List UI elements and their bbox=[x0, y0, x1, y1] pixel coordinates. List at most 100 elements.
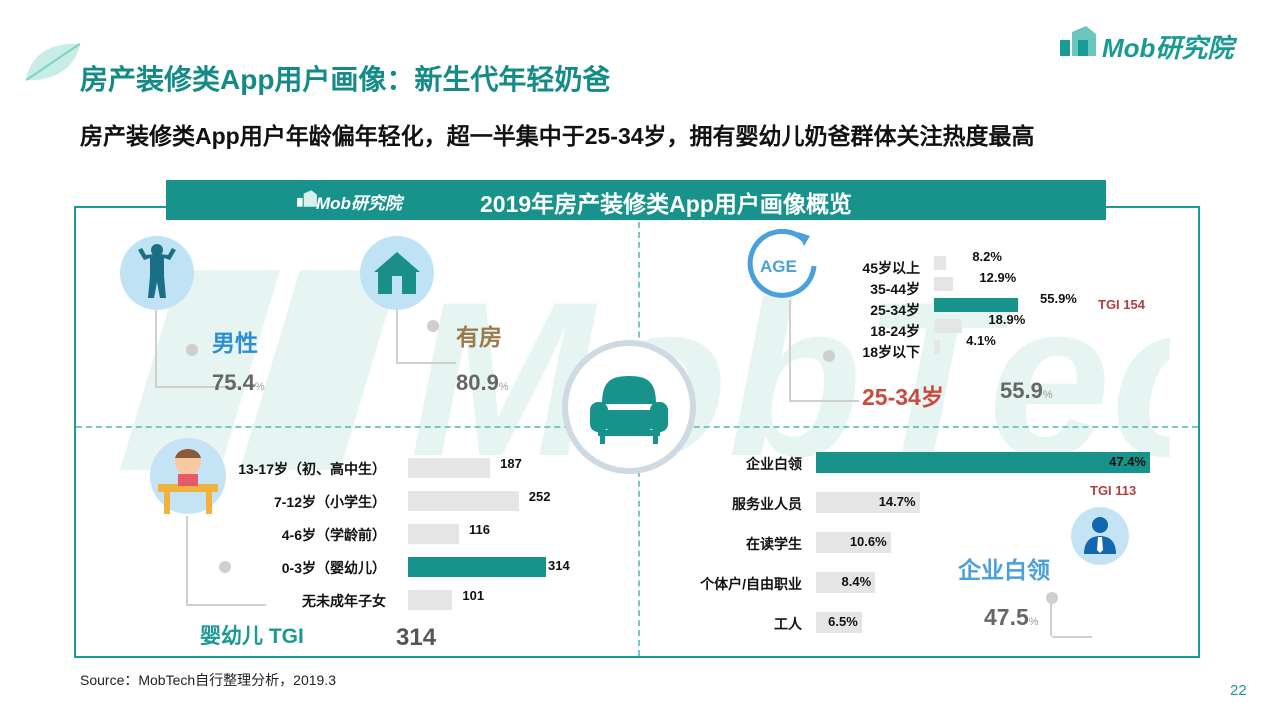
occupation-category-label: 个体户/自由职业 bbox=[700, 576, 802, 592]
age-icon-text: AGE bbox=[760, 257, 797, 276]
age-dot bbox=[823, 350, 835, 362]
age-connector bbox=[789, 300, 791, 400]
age-highlight-unit: % bbox=[1042, 389, 1053, 401]
gender-connector-base bbox=[155, 386, 241, 388]
occupation-bar bbox=[816, 452, 1150, 473]
occupation-bar bbox=[816, 612, 862, 633]
occupation-bar bbox=[816, 572, 876, 593]
office-worker-icon bbox=[1071, 507, 1129, 565]
occupation-category-label: 企业白领 bbox=[746, 456, 802, 472]
age-bar bbox=[934, 256, 947, 270]
occupation-bar bbox=[816, 492, 920, 513]
age-value-label: 4.1% bbox=[966, 333, 996, 348]
occupation-category-label: 服务业人员 bbox=[732, 496, 802, 512]
age-category-label: 35-44岁 bbox=[870, 281, 920, 297]
occupation-bar bbox=[816, 532, 891, 553]
banner-logo-icon bbox=[297, 190, 317, 207]
children-category-label: 无未成年子女 bbox=[302, 593, 386, 609]
children-value: 314 bbox=[396, 624, 437, 651]
children-value-label: 101 bbox=[462, 588, 485, 603]
occupation-value-label: 10.6% bbox=[849, 534, 887, 549]
house-icon-circle bbox=[360, 236, 434, 310]
occupation-value-label: 6.5% bbox=[828, 614, 858, 629]
brand-logo: Mob研究院 bbox=[1058, 22, 1258, 63]
section-banner: Mob研究院 2019年房产装修类App用户画像概览 bbox=[166, 180, 1106, 220]
children-connector-base bbox=[186, 604, 266, 606]
house-connector-base bbox=[396, 362, 456, 364]
age-category-label: 45岁以上 bbox=[862, 260, 920, 276]
age-icon: AGE bbox=[747, 228, 817, 298]
occupation-value: 47.5% bbox=[984, 604, 1039, 631]
bodybuilder-icon bbox=[138, 244, 176, 298]
baby-icon bbox=[150, 438, 226, 514]
gender-dot bbox=[186, 344, 198, 356]
house-value-number: 80.9 bbox=[456, 370, 499, 395]
age-value-label: 8.2% bbox=[972, 249, 1002, 264]
children-bar bbox=[408, 590, 453, 610]
age-highlight-number: 55.9 bbox=[1000, 378, 1043, 403]
occupation-dot bbox=[1046, 592, 1058, 604]
children-bar bbox=[408, 491, 519, 511]
page-title: 房产装修类App用户画像：新生代年轻奶爸 bbox=[80, 64, 611, 95]
children-value-label: 187 bbox=[500, 456, 522, 471]
occupation-connector-base bbox=[1052, 636, 1092, 638]
children-value-label: 314 bbox=[548, 558, 570, 573]
gender-icon-circle bbox=[120, 236, 194, 310]
children-value-label: 252 bbox=[528, 489, 551, 504]
children-value-label: 116 bbox=[468, 522, 490, 537]
gender-value-number: 75.4 bbox=[212, 370, 255, 395]
children-bar bbox=[408, 458, 491, 478]
age-highlight-value: 55.9% bbox=[1000, 378, 1053, 404]
gender-connector bbox=[155, 310, 157, 386]
age-bar bbox=[934, 298, 1018, 312]
sofa-ring bbox=[562, 340, 696, 474]
children-connector bbox=[186, 516, 188, 604]
source-note: Source：MobTech自行整理分析，2019.3 bbox=[80, 672, 336, 688]
children-category-label: 13-17岁（初、高中生） bbox=[238, 461, 386, 477]
page-subtitle: 房产装修类App用户年龄偏年轻化，超一半集中于25-34岁，拥有婴幼儿奶爸群体关… bbox=[80, 123, 1035, 149]
page-number: 22 bbox=[1230, 682, 1247, 699]
occupation-value-unit: % bbox=[1028, 616, 1039, 628]
age-value-label: 55.9% bbox=[1040, 291, 1077, 306]
occupation-label: 企业白领 bbox=[958, 557, 1050, 583]
children-category-label: 4-6岁（学龄前） bbox=[281, 527, 386, 543]
occupation-connector bbox=[1050, 600, 1052, 636]
age-bar bbox=[934, 319, 963, 333]
house-label: 有房 bbox=[456, 324, 502, 350]
occupation-category-label: 工人 bbox=[774, 616, 802, 632]
occupation-category-label: 在读学生 bbox=[746, 536, 802, 552]
occupation-value-label: 47.4% bbox=[1109, 454, 1146, 469]
occupation-value-label: 14.7% bbox=[878, 494, 916, 509]
banner-logo-text: Mob研究院 bbox=[316, 194, 402, 213]
brand-name: Mob研究院 bbox=[1102, 33, 1234, 63]
age-category-label: 25-34岁 bbox=[870, 302, 920, 318]
children-bar bbox=[408, 524, 459, 544]
children-dot bbox=[219, 561, 231, 573]
age-bar bbox=[934, 277, 954, 291]
age-tgi: TGI 154 bbox=[1098, 297, 1145, 312]
children-label: 婴幼儿 TGI bbox=[200, 625, 304, 648]
house-dot bbox=[427, 320, 439, 332]
gender-value: 75.4% bbox=[212, 370, 265, 396]
house-value: 80.9% bbox=[456, 370, 509, 396]
gender-label: 男性 bbox=[212, 330, 258, 356]
occupation-value-label: 8.4% bbox=[841, 574, 872, 589]
children-category-label: 0-3岁（婴幼儿） bbox=[281, 560, 386, 576]
occupation-value-number: 47.5 bbox=[984, 604, 1029, 630]
logo-mark-icon bbox=[1060, 26, 1096, 56]
house-connector bbox=[396, 310, 398, 362]
age-category-label: 18岁以下 bbox=[862, 344, 920, 360]
leaf-decoration-icon bbox=[25, 43, 81, 81]
children-category-label: 7-12岁（小学生） bbox=[273, 494, 386, 510]
age-value-label: 12.9% bbox=[979, 270, 1017, 285]
age-category-label: 18-24岁 bbox=[870, 323, 920, 339]
age-value-label: 18.9% bbox=[988, 312, 1026, 327]
house-value-unit: % bbox=[498, 381, 509, 393]
age-bar bbox=[934, 340, 941, 354]
age-highlight-label: 25-34岁 bbox=[862, 384, 944, 410]
banner-title: 2019年房产装修类App用户画像概览 bbox=[480, 191, 852, 217]
gender-value-unit: % bbox=[254, 381, 265, 393]
children-bar bbox=[408, 557, 546, 577]
sofa-icon bbox=[590, 376, 668, 444]
occupation-tgi: TGI 113 bbox=[1090, 483, 1137, 498]
